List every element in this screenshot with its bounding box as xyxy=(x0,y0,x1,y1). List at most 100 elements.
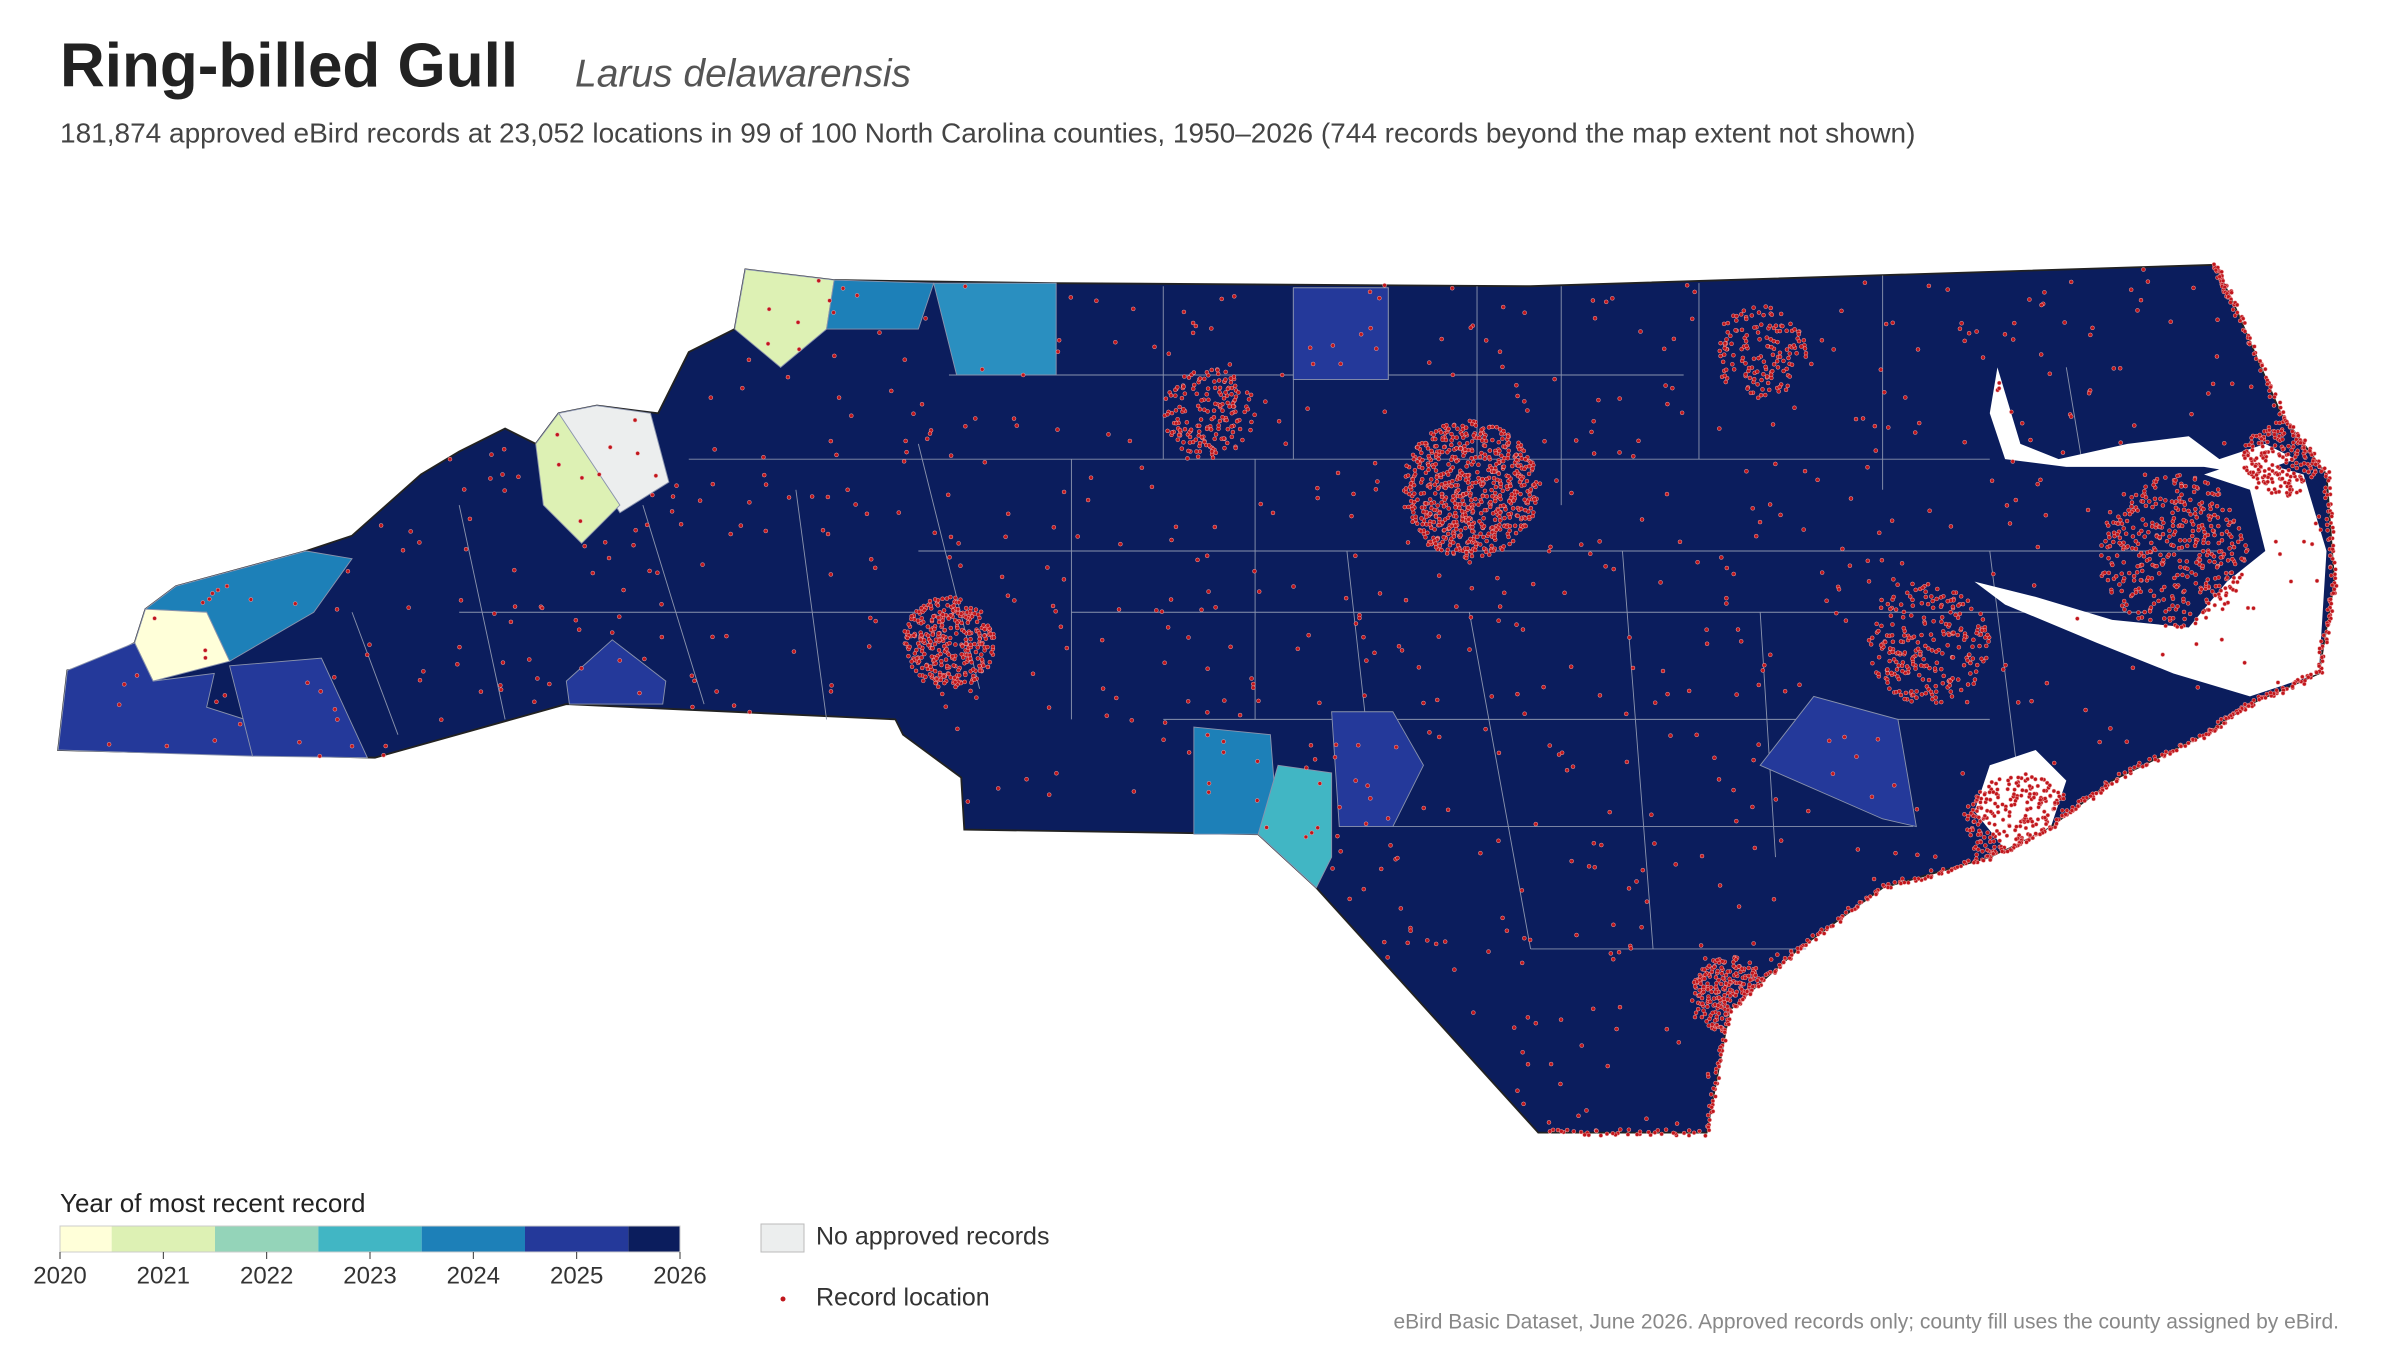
record-dot xyxy=(2230,381,2235,386)
record-dot xyxy=(1988,857,1993,863)
record-dot xyxy=(2318,639,2324,644)
record-dot xyxy=(1926,283,1932,289)
record-dot xyxy=(1980,849,1985,854)
record-dot xyxy=(940,691,945,697)
record-dot xyxy=(1185,456,1190,461)
record-dot xyxy=(1436,634,1441,639)
record-dot xyxy=(2166,552,2172,557)
record-dot xyxy=(1708,1092,1714,1097)
record-dot xyxy=(1839,308,1844,314)
record-dot xyxy=(2179,624,2184,630)
record-dot xyxy=(1085,497,1091,503)
record-dot xyxy=(1416,665,1422,670)
record-dot xyxy=(1742,975,1748,981)
record-dot xyxy=(1502,515,1507,521)
record-dot xyxy=(2173,478,2178,483)
record-dot xyxy=(1249,419,1254,425)
record-dot xyxy=(2242,702,2248,707)
record-dot xyxy=(1659,1131,1664,1137)
record-dot xyxy=(825,531,831,537)
record-dot xyxy=(1690,998,1695,1003)
record-dot xyxy=(1978,611,1983,616)
record-dot xyxy=(1701,984,1706,989)
record-dot xyxy=(1630,665,1636,671)
record-dot xyxy=(963,614,969,620)
record-dot xyxy=(2328,520,2334,526)
record-dot xyxy=(1921,615,1927,620)
record-dot xyxy=(1455,542,1461,548)
record-dot xyxy=(1658,580,1663,585)
record-dot xyxy=(1547,743,1552,748)
record-dot xyxy=(1513,452,1519,458)
record-dot xyxy=(1853,416,1859,422)
record-dot xyxy=(2308,465,2314,471)
record-dot xyxy=(1222,698,1227,703)
record-dot xyxy=(2251,698,2257,703)
record-dot xyxy=(1731,787,1736,793)
record-dot xyxy=(1915,646,1921,652)
record-dot xyxy=(1603,564,1608,569)
record-dot xyxy=(1930,598,1935,604)
record-dot xyxy=(2175,604,2180,609)
record-dot xyxy=(2286,467,2291,473)
record-dot xyxy=(1465,460,1471,465)
record-dot xyxy=(2018,823,2023,829)
record-dot xyxy=(1168,597,1174,602)
record-dot xyxy=(1420,457,1425,463)
record-dot xyxy=(2094,791,2099,796)
record-dot xyxy=(1061,577,1067,582)
record-dot xyxy=(1382,409,1387,414)
record-dot xyxy=(1429,501,1434,506)
record-dot xyxy=(1197,407,1203,412)
record-dot xyxy=(1526,514,1532,520)
record-dot xyxy=(2319,469,2324,474)
record-dot xyxy=(2127,610,2132,615)
record-dot xyxy=(1229,411,1235,416)
record-dot xyxy=(1763,972,1769,978)
record-dot xyxy=(1500,915,1505,921)
record-dot xyxy=(1914,807,1920,812)
record-dot xyxy=(1510,463,1515,469)
pamlico-sound xyxy=(1974,459,2327,697)
record-dot xyxy=(579,666,584,671)
record-dot xyxy=(979,657,985,662)
record-dot xyxy=(1434,443,1439,449)
record-dot xyxy=(2316,663,2322,669)
record-dot xyxy=(508,619,514,625)
record-dot xyxy=(829,683,834,688)
record-dot xyxy=(1202,439,1207,445)
record-dot xyxy=(963,641,969,646)
record-dot xyxy=(1970,656,1976,661)
record-dot xyxy=(1181,440,1186,445)
record-dot xyxy=(463,546,469,552)
record-dot xyxy=(2179,492,2184,497)
record-dot xyxy=(710,481,716,487)
record-dot xyxy=(2218,596,2223,602)
record-dot xyxy=(946,652,952,657)
record-dot xyxy=(1516,463,1521,469)
record-dot xyxy=(2221,720,2227,726)
record-dot xyxy=(1869,794,1875,800)
record-dot xyxy=(2302,438,2308,443)
record-dot xyxy=(1295,646,1301,652)
record-dot xyxy=(1385,816,1391,821)
record-dot xyxy=(2123,774,2128,780)
record-dot xyxy=(1962,338,1967,344)
record-dot xyxy=(305,680,310,686)
record-dot xyxy=(1398,906,1404,911)
record-dot xyxy=(1702,967,1707,972)
record-dot xyxy=(2029,698,2034,704)
record-dot xyxy=(1755,978,1760,983)
record-dot xyxy=(1975,794,1981,800)
record-dot xyxy=(1221,396,1227,401)
record-dot xyxy=(1947,683,1952,688)
record-dot xyxy=(2194,515,2199,520)
record-dot xyxy=(1915,640,1921,645)
record-dot xyxy=(1055,427,1060,432)
record-dot xyxy=(1639,517,1645,522)
record-dot xyxy=(2027,791,2033,797)
record-dot xyxy=(1916,672,1922,678)
record-dot xyxy=(1532,497,1537,502)
record-dot xyxy=(2235,579,2240,585)
record-dot xyxy=(1972,819,1977,824)
